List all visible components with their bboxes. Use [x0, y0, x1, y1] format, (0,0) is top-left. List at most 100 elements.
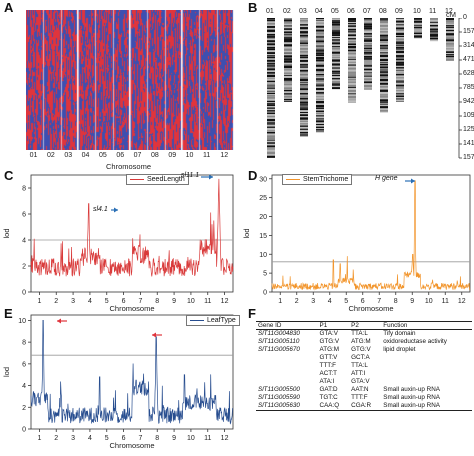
- chromosome-tick-label: 8: [155, 435, 159, 442]
- y-axis-title: lod: [242, 228, 251, 238]
- chromosome-label: 05: [331, 8, 339, 15]
- chromosome-tick-label: 6: [361, 298, 365, 305]
- chromosome-tick-label: 7: [138, 298, 142, 305]
- chromosome-tick-label: 2: [54, 435, 58, 442]
- panel-b-label: B: [248, 0, 258, 15]
- chromosome-bar: [446, 18, 454, 61]
- chromosome-tick-label: 5: [105, 298, 109, 305]
- chromosome-bar: [284, 18, 292, 102]
- header-function: Function: [381, 321, 472, 330]
- gene-id-cell: [256, 354, 318, 362]
- p2-cell: TTA:L: [351, 330, 368, 337]
- chromosome-label: 08: [379, 8, 387, 15]
- arrow-head: [57, 318, 61, 324]
- legend-swatch: [190, 320, 204, 321]
- chromosome-label: 11: [429, 8, 437, 15]
- chromosome-tick-label: 6: [122, 298, 126, 305]
- chromosome-tick-label: 1: [278, 298, 282, 305]
- chromosome-tick-label: 12: [221, 298, 229, 305]
- function-cell: [381, 370, 472, 378]
- cm-tick-label: 1099: [463, 112, 474, 119]
- legend-label: SeedLength: [147, 176, 185, 183]
- cm-tick-label: 314: [463, 42, 474, 49]
- p2-cell: CGA:R: [349, 402, 382, 411]
- p2-cell: ATT:I: [351, 370, 366, 377]
- cm-tick-label: 1413: [463, 140, 474, 147]
- table-row: SlT11G005630 CAA:Q CGA:R Small auxin-up RNA: [256, 402, 472, 411]
- plot-frame: [30, 174, 234, 293]
- p1-cell: ACT:T: [319, 370, 338, 377]
- gene-id-cell: SlT11G005110: [258, 338, 300, 345]
- panel-c-legend: SeedLength: [126, 174, 189, 185]
- p1-cell: TTT:F: [319, 362, 336, 369]
- header-p2: P2: [349, 321, 382, 330]
- chromosome-tick-label: 9: [172, 435, 176, 442]
- chromosome-tick-label: 1: [37, 435, 41, 442]
- chromosome-tick-label: 5: [344, 298, 348, 305]
- y-tick-label: 30: [259, 176, 267, 183]
- panel-d-legend: StemTrichome: [282, 174, 353, 185]
- y-tick-label: 0: [22, 290, 26, 297]
- cm-tick-label: 628: [463, 70, 474, 77]
- chromosome-tick-label: 11: [203, 152, 211, 159]
- arrow-head: [152, 332, 156, 338]
- chromosome-tick-label: 11: [204, 298, 211, 305]
- chromosome-label: 07: [363, 8, 371, 15]
- gene-id-cell: [256, 378, 318, 386]
- cm-tick-label: 1570: [463, 154, 474, 161]
- chromosome-bar: [348, 18, 356, 103]
- y-tick-label: 4: [22, 238, 26, 245]
- gene-id-cell: SlT11G005670: [258, 346, 300, 353]
- table-row: SlT11G005110 GTG:V ATG:M oxidoreductase act…: [256, 338, 472, 346]
- chromosome-label: 04: [315, 8, 323, 15]
- p1-cell: ATA:I: [319, 378, 335, 385]
- function-cell: Small auxin-up RNA: [381, 402, 472, 411]
- y-tick-label: 4: [22, 383, 26, 390]
- function-cell: Small auxin-up RNA: [383, 386, 440, 393]
- plot-frame: [30, 314, 234, 430]
- lod-series-line: [30, 320, 234, 425]
- y-axis-title: lod: [2, 367, 11, 377]
- chromosome-tick-label: 06: [116, 152, 125, 159]
- y-tick-label: 25: [259, 195, 267, 202]
- chromosome-tick-label: 3: [71, 435, 75, 442]
- header-gene-id: Gene ID: [256, 321, 318, 330]
- chromosome-tick-label: 1: [37, 298, 41, 305]
- function-cell: [381, 362, 472, 370]
- panel-f-label: F: [248, 306, 256, 321]
- p1-cell: GTG:V: [319, 338, 340, 345]
- panel-a-label: A: [4, 0, 14, 15]
- chromosome-bar: [364, 18, 372, 90]
- p2-cell: GTA:V: [351, 378, 370, 385]
- chromosome-tick-label: 4: [88, 298, 92, 305]
- table-row: GTT:V GCT:A: [256, 354, 472, 362]
- arrow-head: [209, 174, 213, 180]
- legend-swatch: [286, 179, 300, 180]
- y-tick-label: 2: [22, 264, 26, 271]
- p2-cell: GCT:A: [351, 354, 370, 361]
- chromosome-label: 02: [283, 8, 291, 15]
- p2-cell: TTA:L: [351, 362, 368, 369]
- p1-cell: TGT:C: [319, 394, 338, 401]
- x-axis-title: Chromosome: [109, 304, 154, 313]
- p1-cell: GTA:V: [319, 330, 338, 337]
- p2-cell: ATG:M: [351, 338, 371, 345]
- chromosome-tick-label: 2: [54, 298, 58, 305]
- chromosome-tick-label: 10: [187, 298, 195, 305]
- chromosome-tick-label: 05: [99, 152, 107, 159]
- chromosome-tick-label: 02: [47, 152, 55, 159]
- p1-cell: GAT:D: [319, 386, 338, 393]
- table-row: ATA:I GTA:V: [256, 378, 472, 386]
- gene-table-body: SlT11G004830 GTA:V TTA:L Tify domain SlT11G0…: [256, 330, 472, 411]
- y-tick-label: 15: [259, 233, 267, 240]
- panel-b-unit: cM: [446, 10, 456, 19]
- chromosome-tick-label: 10: [185, 152, 194, 159]
- function-cell: Tify domain: [383, 330, 416, 337]
- chromosome-tick-label: 8: [155, 298, 159, 305]
- cm-tick-label: 157: [463, 28, 474, 35]
- lod-series-line: [271, 180, 471, 291]
- p1-cell: GTT:V: [319, 354, 338, 361]
- chromosome-tick-label: 11: [204, 435, 211, 442]
- gene-id-cell: SlT11G004830: [258, 330, 300, 337]
